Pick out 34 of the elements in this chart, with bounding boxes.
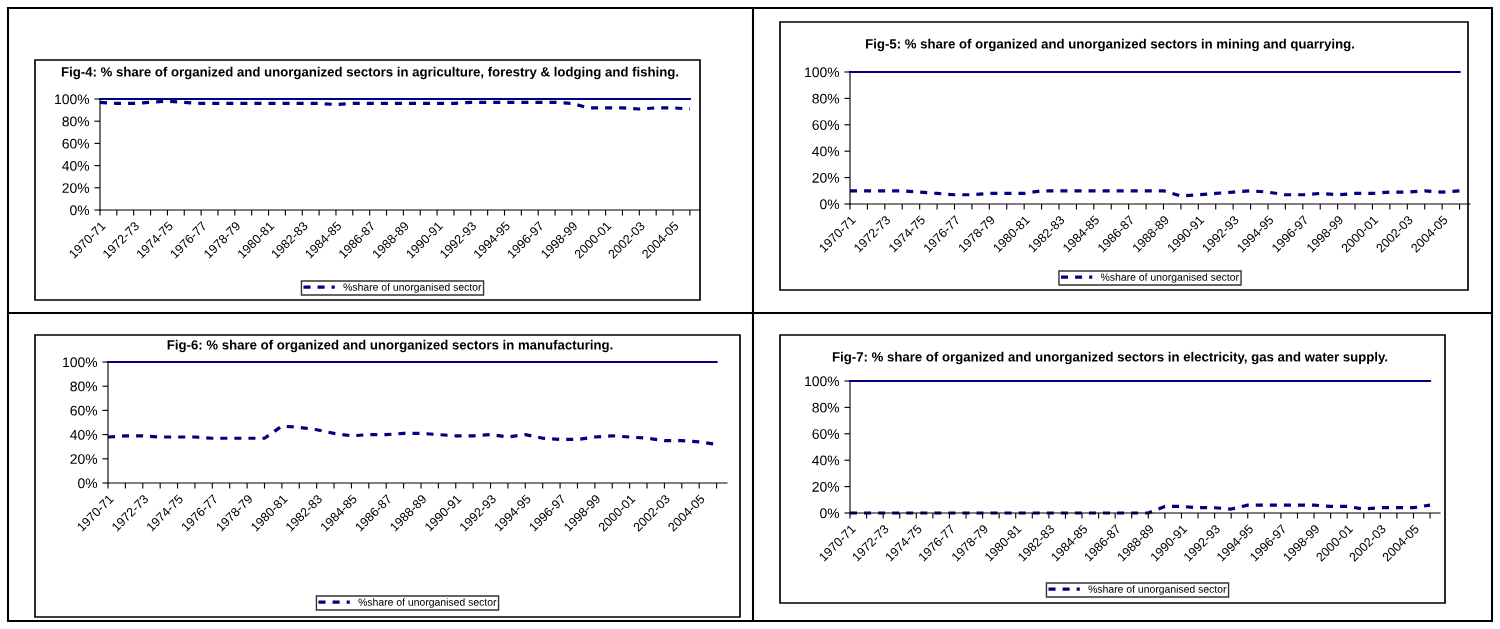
legend-label: %share of unorganised sector [343, 283, 482, 293]
y-tick-label: 60% [62, 138, 90, 149]
legend-label: %share of unorganised sector [1100, 273, 1239, 283]
y-tick-label: 40% [70, 429, 98, 440]
legend-label: %share of unorganised sector [1088, 585, 1227, 595]
y-tick-label: 100% [63, 357, 98, 368]
legend-label: %share of unorganised sector [358, 598, 497, 608]
y-tick-label: 20% [70, 454, 98, 464]
y-tick-label: 0% [820, 508, 840, 519]
y-tick-label: 100% [55, 94, 90, 105]
line-series [98, 99, 692, 111]
line-series [848, 503, 1432, 515]
y-tick-label: 80% [62, 116, 90, 127]
y-tick-label: 60% [70, 405, 98, 416]
y-tick-label: 0% [820, 199, 840, 210]
y-tick-label: 60% [812, 429, 840, 439]
y-tick-label: 0% [70, 205, 90, 216]
y-tick-label: 80% [70, 381, 98, 392]
chart-title: Fig-7: % share of organized and unorganized sectors in electricity, gas and water supply. [832, 351, 1388, 365]
y-tick-label: 100% [805, 67, 840, 78]
chart-title: Fig-6: % share of organized and unorganized sectors in manufacturing. [167, 339, 613, 353]
y-tick-label: 0% [78, 478, 98, 489]
y-tick-label: 60% [812, 120, 840, 130]
y-tick-label: 40% [812, 146, 840, 157]
y-tick-label: 80% [812, 93, 840, 104]
chart-title: Fig-4: % share of organized and unorganized sectors in agriculture, forestry & lodging and fishing. [61, 66, 679, 80]
y-tick-label: 20% [62, 183, 90, 193]
y-tick-label: 100% [805, 376, 840, 387]
y-tick-label: 20% [812, 172, 840, 183]
y-tick-label: 40% [812, 455, 840, 466]
y-tick-label: 20% [812, 481, 840, 492]
chart-title: Fig-5: % share of organized and unorganized sectors in mining and quarrying. [866, 38, 1354, 52]
y-tick-label: 80% [812, 402, 840, 413]
y-tick-label: 40% [62, 160, 90, 171]
